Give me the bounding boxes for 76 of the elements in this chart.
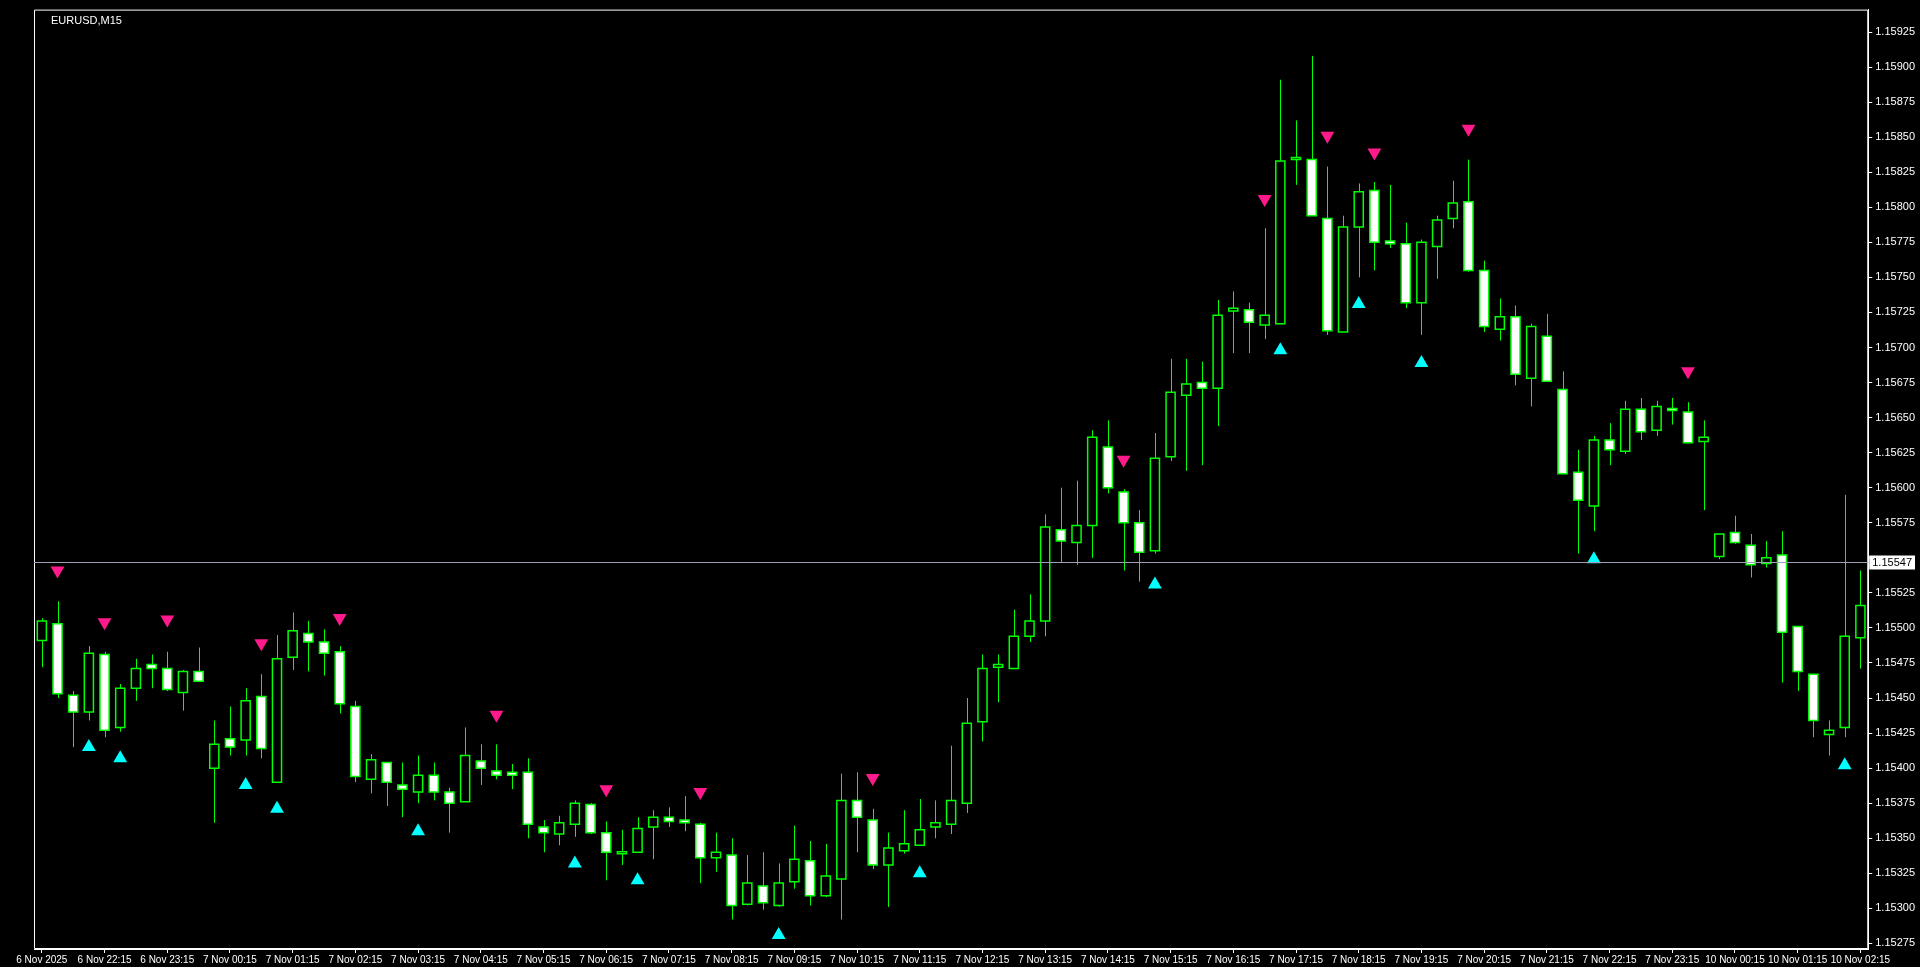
y-tick-label: 1.15875 [1875,95,1915,108]
point [1116,455,1131,468]
x-tick-label: 7 Nov 18:15 [1331,953,1387,965]
point [270,800,284,813]
x-tick-label: 7 Nov 08:15 [704,953,760,965]
x-tick-label: 10 Nov 00:15 [1705,953,1766,965]
point [81,739,96,752]
candlestick [491,743,502,780]
y-tick-label: 1.15350 [1875,831,1915,844]
x-tick-label: 7 Nov 20:15 [1457,953,1512,965]
x-tick-label: 7 Nov 03:15 [391,953,446,965]
point [1837,757,1852,770]
y-tick-label: 1.15425 [1875,726,1915,739]
point [567,855,582,868]
y-tick-label: 1.15600 [1875,480,1915,493]
point [771,926,786,939]
x-tick-label: 7 Nov 07:15 [641,953,697,965]
point [1147,576,1162,589]
point [113,750,128,763]
x-tick-label: 7 Nov 04:15 [453,953,509,965]
x-tick-label: 7 Nov 14:15 [1080,953,1136,965]
x-tick-label: 7 Nov 21:15 [1519,953,1575,965]
point [238,776,253,789]
x-tick-label: 7 Nov 13:15 [1018,953,1073,965]
x-tick-label: 7 Nov 15:15 [1143,953,1198,965]
y-tick-label: 1.15450 [1875,691,1915,704]
point [1257,194,1272,207]
y-tick-label: 1.15575 [1875,515,1915,528]
x-tick-label: 7 Nov 10:15 [830,953,885,965]
y-tick-label: 1.15900 [1875,60,1915,73]
y-tick-label: 1.15800 [1875,200,1915,213]
y-tick-label: 1.15650 [1875,410,1915,423]
y-tick-label: 1.15850 [1875,130,1915,143]
y-tick-label: 1.15300 [1875,901,1915,914]
y-tick-label: 1.15675 [1875,375,1915,388]
y-tick-label: 1.15325 [1875,866,1915,879]
x-tick-label: 7 Nov 00:15 [203,953,258,965]
y-tick-label: 1.15925 [1875,25,1915,38]
x-tick-label: 7 Nov 12:15 [955,953,1010,965]
y-tick-label: 1.15525 [1875,585,1915,598]
y-tick-label: 1.15725 [1875,305,1915,318]
point [1461,124,1476,137]
x-tick-label: 6 Nov 23:15 [140,953,195,965]
point [630,872,645,885]
chart-title: EURUSD,M15 [51,14,122,27]
point [411,823,426,836]
y-tick-label: 1.15700 [1875,340,1915,353]
x-tick-label: 6 Nov 22:15 [77,953,132,965]
y-tick-label: 1.15475 [1875,656,1915,669]
y-tick-label: 1.15625 [1875,445,1915,458]
ref-line-label: 1.15547 [1872,555,1912,568]
y-tick-label: 1.15275 [1875,936,1915,949]
x-tick-label: 7 Nov 01:15 [265,953,321,965]
x-tick-label: 7 Nov 16:15 [1206,953,1261,965]
y-tick-label: 1.15750 [1875,270,1915,283]
x-tick-label: 6 Nov 2025 [16,953,68,965]
x-tick-label: 7 Nov 02:15 [328,953,383,965]
x-tick-label: 7 Nov 19:15 [1394,953,1449,965]
y-tick-label: 1.15375 [1875,796,1915,809]
point [1681,367,1695,380]
point [1367,148,1382,161]
y-tick-label: 1.15500 [1875,620,1915,633]
x-tick-label: 7 Nov 05:15 [516,953,571,965]
x-tick-label: 7 Nov 17:15 [1269,953,1324,965]
point [912,865,927,878]
x-tick-label: 7 Nov 09:15 [767,953,822,965]
y-tick-label: 1.15775 [1875,235,1915,248]
point [1320,131,1335,144]
x-tick-label: 7 Nov 23:15 [1645,953,1700,965]
x-tick-label: 10 Nov 01:15 [1767,953,1828,965]
y-tick-label: 1.15825 [1875,165,1915,178]
x-tick-label: 7 Nov 11:15 [893,953,947,965]
x-tick-label: 7 Nov 06:15 [579,953,634,965]
x-tick-label: 10 Nov 02:15 [1830,953,1891,965]
x-tick-label: 7 Nov 22:15 [1582,953,1637,965]
y-tick-label: 1.15400 [1875,761,1915,774]
